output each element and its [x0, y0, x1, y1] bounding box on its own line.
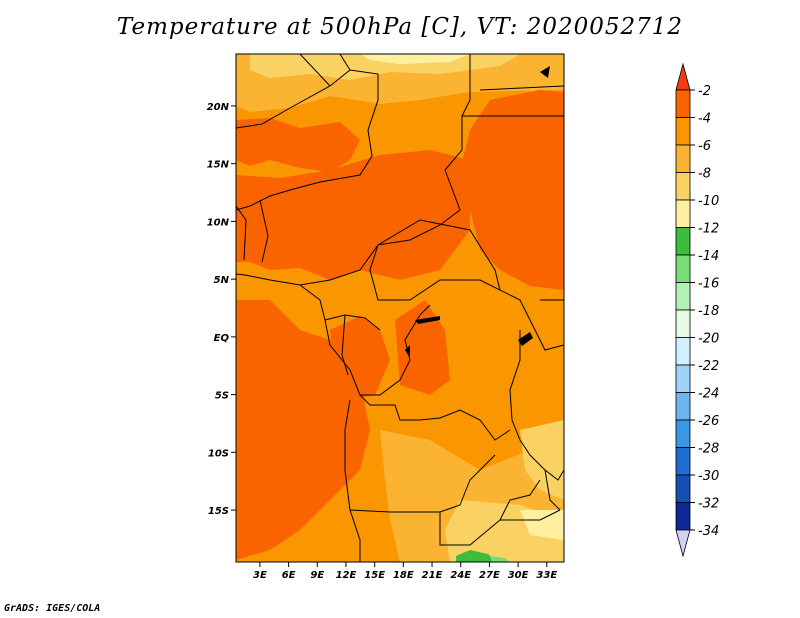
lat-label: 10S: [208, 448, 229, 459]
colorbar-label: -2: [698, 84, 711, 99]
lat-label: 10N: [207, 217, 230, 228]
colorbar-label: -16: [698, 277, 719, 292]
map-frame: [235, 53, 565, 563]
colorbar-segment: [675, 172, 691, 201]
lat-label: 15N: [207, 160, 230, 171]
lat-label: 5S: [215, 391, 229, 402]
colorbar-bottom-arrow: [675, 529, 691, 558]
colorbar-segment: [675, 419, 691, 448]
lat-label: EQ: [214, 333, 230, 344]
lon-label: 18E: [393, 570, 414, 581]
colorbar-label: -34: [698, 524, 719, 539]
lon-label: 15E: [364, 570, 385, 581]
lat-label: 15S: [208, 506, 229, 517]
lon-label: 12E: [336, 570, 357, 581]
colorbar-segment: [675, 89, 691, 118]
temperature-field: [236, 54, 564, 562]
lon-label: 3E: [253, 570, 267, 581]
lon-label: 27E: [479, 570, 500, 581]
lat-label: 20N: [207, 102, 230, 113]
colorbar-label: -14: [698, 249, 719, 264]
latitude-axis: 20N 15N 10N 5N EQ 5S 10S 15S: [207, 102, 236, 517]
colorbar-segment: [675, 502, 691, 531]
colorbar-label: -30: [698, 469, 719, 484]
colorbar-label: -18: [698, 304, 719, 319]
lon-label: 21E: [422, 570, 443, 581]
colorbar-segment: [675, 199, 691, 228]
colorbar-segment: [675, 337, 691, 366]
colorbar-segment: [675, 474, 691, 503]
colorbar-segment: [675, 254, 691, 283]
colorbar-label: -22: [698, 359, 719, 374]
colorbar-segment: [675, 282, 691, 311]
colorbar: -2 -4 -6 -8 -10 -12 -14 -16 -18 -20 -22 -24 -26 -28 -3…: [675, 62, 719, 558]
colorbar-label: -20: [698, 332, 719, 347]
colorbar-segment: [675, 309, 691, 338]
colorbar-segment: [675, 144, 691, 173]
colorbar-label: -10: [698, 194, 719, 209]
colorbar-label: -6: [698, 139, 711, 154]
lon-label: 24E: [450, 570, 471, 581]
lon-label: 6E: [282, 570, 296, 581]
lon-label: 30E: [508, 570, 529, 581]
colorbar-segment: [675, 227, 691, 256]
colorbar-segment: [675, 364, 691, 393]
colorbar-segment: [675, 117, 691, 146]
colorbar-label: -8: [698, 167, 711, 182]
map-title: Temperature at 500hPa [C], VT: 202005271…: [116, 14, 684, 40]
colorbar-segment: [675, 392, 691, 421]
colorbar-top-arrow: [675, 62, 691, 91]
colorbar-label: -32: [698, 497, 719, 512]
colorbar-label: -4: [698, 112, 711, 127]
colorbar-label: -24: [698, 387, 719, 402]
colorbar-segment: [675, 447, 691, 476]
colorbar-label: -12: [698, 222, 719, 237]
lon-label: 9E: [310, 570, 324, 581]
lon-label: 33E: [536, 570, 557, 581]
grads-credit: GrADS: IGES/COLA: [4, 603, 101, 614]
colorbar-label: -28: [698, 442, 719, 457]
lat-label: 5N: [214, 275, 230, 286]
colorbar-label: -26: [698, 414, 719, 429]
longitude-axis: 3E 6E 9E 12E 15E 18E 21E 24E 27E 30E 33E: [253, 562, 557, 581]
